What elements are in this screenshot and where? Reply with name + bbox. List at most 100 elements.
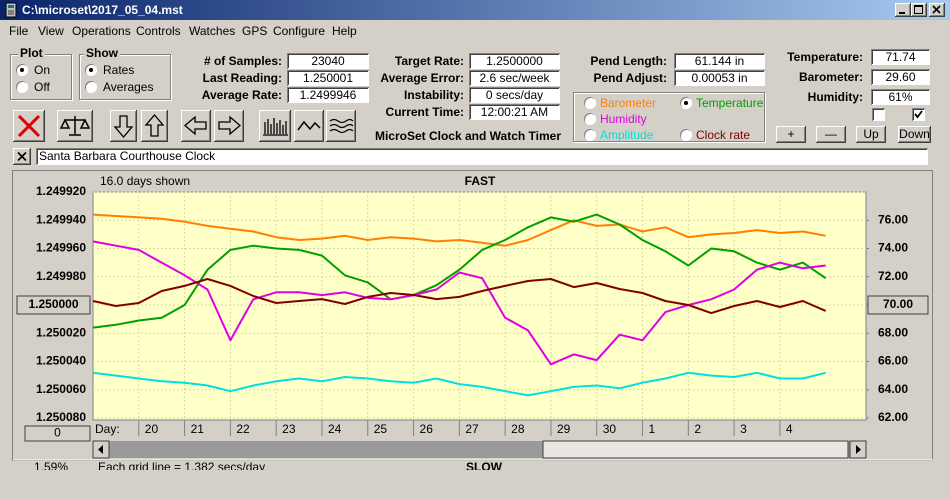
checkbox[interactable] [872,108,885,121]
clock-name-field[interactable]: Santa Barbara Courthouse Clock [36,148,928,165]
legend-radio[interactable] [680,97,692,109]
radio-label[interactable]: Rates [103,63,135,77]
checkbox[interactable] [912,108,925,121]
center-temp-button[interactable] [867,295,929,315]
x-tick-label: 20 [145,422,159,436]
y2-tick-label: 66.00 [878,354,908,368]
scale-button[interactable]: — [816,126,846,143]
offset-button-label[interactable]: 0 [54,426,61,440]
readout-value: 23040 [287,53,369,69]
bars-button[interactable] [259,110,291,142]
minimize-button[interactable] [895,3,911,17]
down-button[interactable] [110,110,137,142]
radio-button[interactable] [85,64,97,76]
y-tick-label[interactable]: 1.250000 [28,297,78,311]
right-button[interactable] [214,110,244,142]
slow-label: SLOW [466,460,503,470]
y2-tick-label: 72.00 [878,269,908,283]
up-button[interactable] [141,110,168,142]
percent-label: 1.59% [34,460,68,470]
x-tick-label: 21 [191,422,205,436]
maximize-button[interactable] [911,3,927,17]
scale-button[interactable]: Down [898,126,931,143]
legend-label[interactable]: Temperature [696,96,764,110]
readout-label: Average Rate: [201,88,282,102]
legend-radio[interactable] [584,113,596,125]
close-button[interactable] [929,3,945,17]
scale-button[interactable]: Up [856,126,886,143]
scroll-thumb[interactable] [542,440,849,459]
close-clock-button[interactable] [13,148,31,165]
app-name: MicroSet Clock and Watch Timer [374,129,562,143]
show-group [79,54,171,100]
y2-tick-label: 62.00 [878,410,908,424]
zero-rate-button[interactable] [16,295,91,315]
days-shown: 16.0 days shown [100,174,190,188]
radio-button[interactable] [16,64,28,76]
menu-item[interactable]: File [9,24,29,38]
menu-item[interactable]: Controls [136,24,181,38]
series-line [92,371,826,397]
app-icon [5,2,17,18]
readout-value: 12:00:21 AM [469,104,560,120]
readout-value: 61.144 in [674,53,765,69]
clear-button[interactable] [13,110,45,142]
series-line [92,213,826,247]
scale-button[interactable]: + [776,126,806,143]
left-button[interactable] [181,110,211,142]
radio-label[interactable]: Off [34,80,50,94]
radio-button[interactable] [16,81,28,93]
series-line [92,213,827,329]
y2-tick-label[interactable]: 70.00 [883,297,913,311]
readout-value: 1.2500000 [469,53,560,69]
legend-label[interactable]: Amplitude [600,128,654,142]
wave-button[interactable] [294,110,324,142]
x-tick-label: 24 [328,422,342,436]
readout-value: 71.74 [871,49,930,65]
readout-value: 1.250001 [287,70,369,86]
readout-value: 1.2499946 [287,87,369,103]
legend-label[interactable]: Barometer [600,96,657,110]
readout-label: Humidity: [807,90,863,104]
legend-radio[interactable] [680,129,692,141]
menu-item[interactable]: Watches [189,24,236,38]
x-tick-label: 30 [603,422,617,436]
x-tick-label: 23 [282,422,296,436]
x-axis-label: Day: [95,422,120,436]
y-tick-label: 1.249980 [36,269,86,283]
window-title: C:\microset\2017_05_04.mst [22,3,183,17]
y2-tick-label: 76.00 [878,212,908,226]
y-tick-label: 1.249960 [36,241,86,255]
y-tick-label: 1.249920 [36,184,86,198]
readout-label: Pend Length: [590,54,667,68]
offset-button[interactable] [24,425,91,442]
readout-value: 29.60 [871,69,930,85]
radio-label[interactable]: On [34,63,51,77]
balance-button[interactable] [57,110,93,142]
readout-label: Temperature: [787,50,863,64]
readout-label: Last Reading: [202,71,282,85]
sensor-group [573,92,765,142]
legend-label[interactable]: Humidity [600,112,647,126]
x-tick-label: 25 [374,422,388,436]
legend-radio[interactable] [584,129,596,141]
plot-group-title: Plot [18,46,45,60]
readout-label: Instability: [403,88,464,102]
legend-label[interactable]: Clock rate [696,128,751,142]
menu-item[interactable]: Help [332,24,357,38]
x-tick-label: 3 [740,422,747,436]
lines-button[interactable] [326,110,356,142]
fast-label: FAST [465,174,496,188]
menu-item[interactable]: View [38,24,64,38]
readout-label: Current Time: [385,105,464,119]
radio-label[interactable]: Averages [103,80,154,94]
x-tick-label: 27 [465,422,479,436]
menu-item[interactable]: Operations [72,24,131,38]
readout-value: 61% [871,89,930,105]
radio-button[interactable] [85,81,97,93]
menu-item[interactable]: Configure [273,24,326,38]
y-tick-label: 1.250060 [36,382,86,396]
menu-item[interactable]: GPS [242,24,268,38]
legend-radio[interactable] [584,97,596,109]
